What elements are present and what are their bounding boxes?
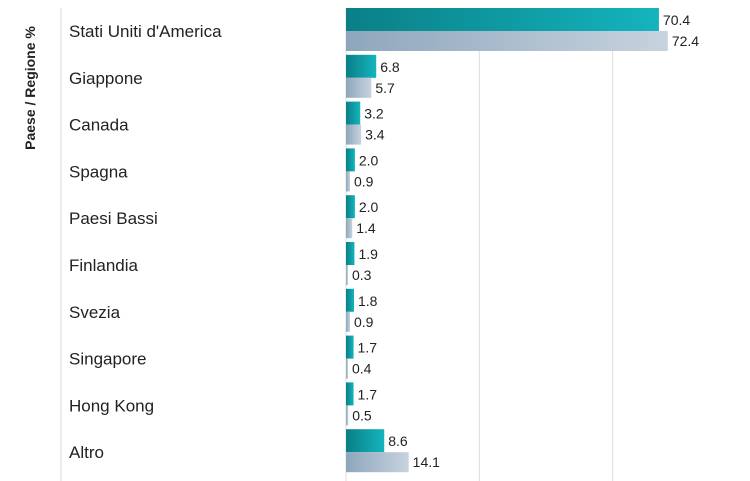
value-label-series-1: 1.8 (358, 293, 378, 309)
category-label: Finlandia (69, 256, 139, 275)
bar-series-2 (346, 452, 409, 473)
value-label-series-2: 72.4 (672, 33, 699, 49)
value-label-series-2: 0.4 (352, 361, 372, 377)
category-label: Paesi Bassi (69, 209, 158, 228)
bar-series-2 (346, 218, 353, 239)
value-label-series-2: 0.5 (352, 407, 372, 423)
bar-series-2 (346, 311, 351, 332)
bar-series-1 (346, 8, 659, 31)
value-label-series-2: 0.3 (352, 267, 372, 283)
bar-series-2 (346, 31, 668, 51)
bar-series-1 (346, 382, 354, 406)
bar-series-2 (346, 124, 362, 145)
value-label-series-2: 0.9 (354, 173, 374, 189)
category-labels: Stati Uniti d'America Giappone Canada Spagn… (69, 22, 222, 462)
category-label: Altro (69, 443, 104, 462)
value-label-series-1: 6.8 (380, 59, 400, 75)
bar-series-2 (346, 77, 372, 98)
bar-series-1 (346, 242, 355, 265)
bar-series-1 (346, 101, 361, 125)
bar-series-2 (346, 358, 348, 379)
category-label: Giappone (69, 69, 143, 88)
value-label-series-1: 8.6 (388, 433, 408, 449)
bar-series-1 (346, 54, 377, 78)
category-label: Svezia (69, 303, 121, 322)
bar-series-2 (346, 405, 349, 426)
value-label-series-2: 0.9 (354, 314, 374, 330)
value-label-series-1: 2.0 (359, 199, 379, 215)
value-label-series-2: 3.4 (365, 127, 385, 143)
category-label: Canada (69, 116, 129, 135)
bar-series-1 (346, 429, 385, 453)
category-label: Singapore (69, 350, 147, 369)
bar-series-2 (346, 265, 348, 285)
value-label-series-1: 1.9 (358, 246, 378, 262)
value-label-series-1: 70.4 (663, 12, 690, 28)
bar-series-1 (346, 288, 355, 312)
value-label-series-1: 2.0 (359, 152, 379, 168)
value-label-series-1: 1.7 (358, 386, 378, 402)
bar-series-1 (346, 195, 355, 219)
value-label-series-2: 14.1 (413, 454, 440, 470)
category-label: Stati Uniti d'America (69, 22, 222, 41)
value-labels: 70.4 72.4 6.8 5.7 3.2 3.4 2.0 0.9 2.0 1.4 1.9 0.3 1.… (352, 12, 699, 470)
y-axis-title: Paese / Regione % (22, 26, 38, 150)
value-label-series-1: 3.2 (364, 106, 384, 122)
value-label-series-2: 1.4 (356, 220, 376, 236)
bar-series-1 (346, 335, 354, 359)
bar-series-1 (346, 148, 355, 172)
category-label: Spagna (69, 162, 128, 181)
bars (346, 8, 668, 473)
value-label-series-1: 1.7 (358, 340, 378, 356)
category-label: Hong Kong (69, 396, 154, 415)
value-label-series-2: 5.7 (375, 80, 395, 96)
bar-series-2 (346, 171, 351, 192)
